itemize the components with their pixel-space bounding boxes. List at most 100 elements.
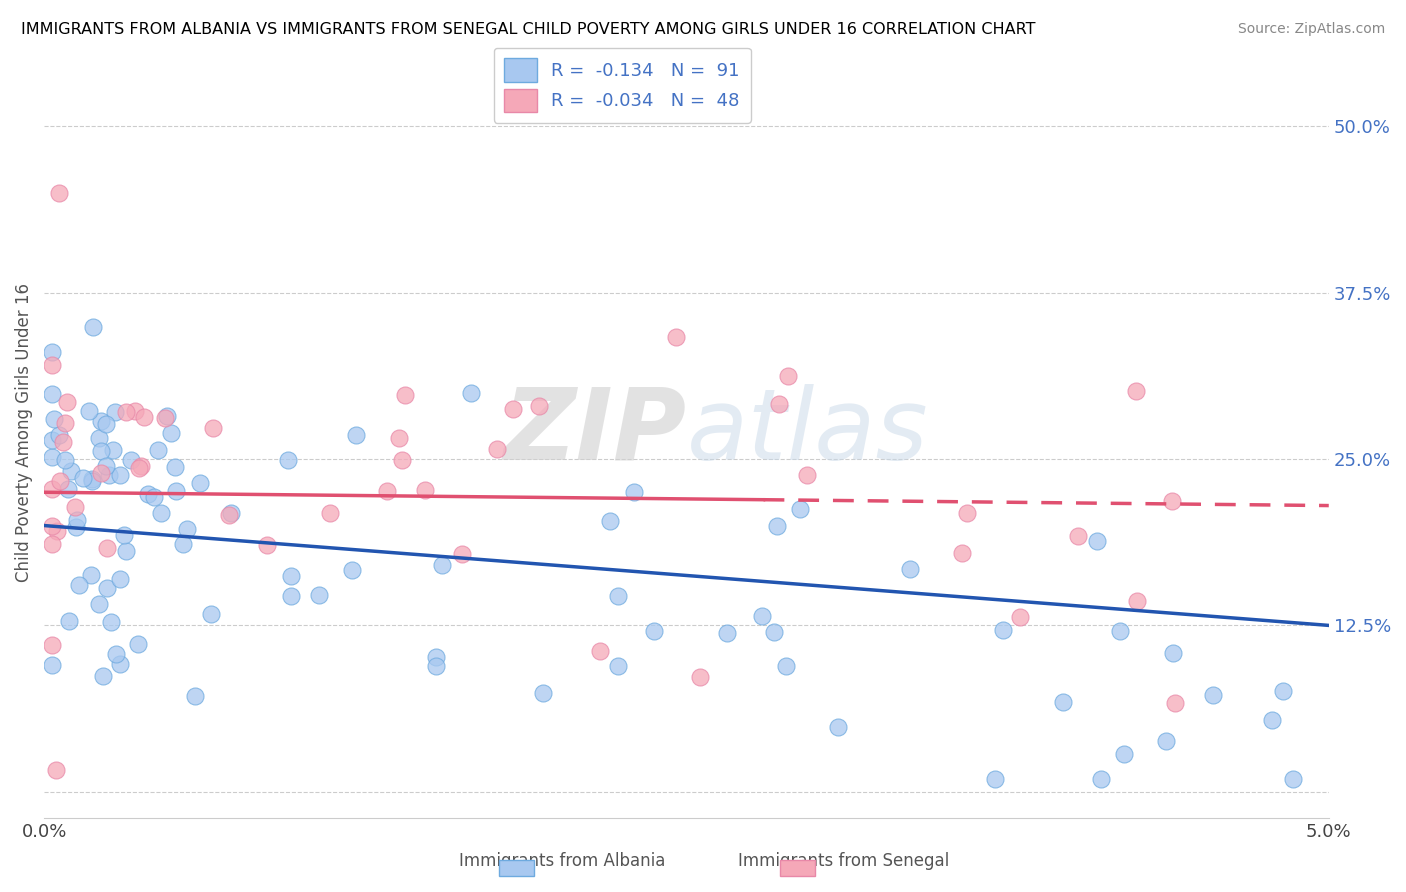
Point [1161,646,1184,660]
Point [342,563,364,577]
Point [143,490,166,504]
Point [65,520,87,534]
Point [90,444,112,458]
Point [201,421,224,435]
Point [394,388,416,402]
Point [280,589,302,603]
Point [127,637,149,651]
Point [1202,688,1225,702]
Point [183,689,205,703]
Point [96,581,118,595]
Point [48,428,70,442]
Point [599,514,621,528]
Point [1090,772,1112,786]
Point [41,344,63,359]
Point [72,471,94,485]
Point [114,405,136,419]
Point [60,464,83,478]
Point [898,562,921,576]
Point [132,410,155,425]
Point [41,638,63,652]
Legend: R =  -0.134   N =  91, R =  -0.034   N =  48: R = -0.134 N = 91, R = -0.034 N = 48 [494,47,751,123]
Point [716,626,738,640]
Point [100,615,122,630]
Point [1052,695,1074,709]
Point [80,475,103,489]
Point [124,404,146,418]
Point [425,659,447,673]
Point [104,405,127,419]
Point [377,483,399,498]
Point [280,569,302,583]
Point [768,397,790,411]
Point [94,417,117,431]
Point [110,572,132,586]
Point [991,623,1014,637]
Point [776,369,799,384]
Point [89,414,111,428]
Point [63,500,86,515]
Point [55,394,77,409]
Point [502,402,524,417]
Point [103,443,125,458]
Point [188,476,211,491]
Point [176,522,198,536]
Point [52,435,75,450]
Point [665,330,688,344]
Point [200,607,222,621]
Point [531,686,554,700]
Point [1160,494,1182,508]
Text: ZIP: ZIP [503,384,686,481]
Point [163,460,186,475]
Point [53,453,76,467]
Point [136,487,159,501]
Point [112,528,135,542]
Point [789,502,811,516]
Point [425,650,447,665]
Point [1272,683,1295,698]
Point [146,443,169,458]
Point [1154,734,1177,748]
Point [218,508,240,522]
Point [48,186,70,200]
Point [149,506,172,520]
Point [623,485,645,500]
Point [219,506,242,520]
Point [66,513,89,527]
Point [172,537,194,551]
Point [589,644,612,658]
Point [77,404,100,418]
Text: IMMIGRANTS FROM ALBANIA VS IMMIGRANTS FROM SENEGAL CHILD POVERTY AMONG GIRLS UND: IMMIGRANTS FROM ALBANIA VS IMMIGRANTS FR… [21,22,1036,37]
Text: Source: ZipAtlas.com: Source: ZipAtlas.com [1237,22,1385,37]
Point [388,431,411,445]
Point [41,482,63,496]
Text: Immigrants from Senegal: Immigrants from Senegal [738,852,949,870]
Point [93,668,115,682]
Point [56,482,79,496]
Point [41,518,63,533]
Point [1281,772,1303,786]
Point [308,588,330,602]
Point [82,319,104,334]
Point [90,467,112,481]
Y-axis label: Child Poverty Among Girls Under 16: Child Poverty Among Girls Under 16 [15,283,32,582]
Point [451,547,474,561]
Point [41,433,63,447]
Point [1126,594,1149,608]
Text: atlas: atlas [686,384,928,481]
Point [1087,533,1109,548]
Point [53,416,76,430]
Point [607,589,630,603]
Point [67,578,90,592]
Point [41,658,63,673]
Point [1261,713,1284,727]
Point [486,442,509,456]
Point [775,658,797,673]
Point [391,453,413,467]
Point [1108,624,1130,638]
Point [96,541,118,555]
Point [413,483,436,497]
Point [1125,384,1147,398]
Point [256,538,278,552]
Point [751,608,773,623]
